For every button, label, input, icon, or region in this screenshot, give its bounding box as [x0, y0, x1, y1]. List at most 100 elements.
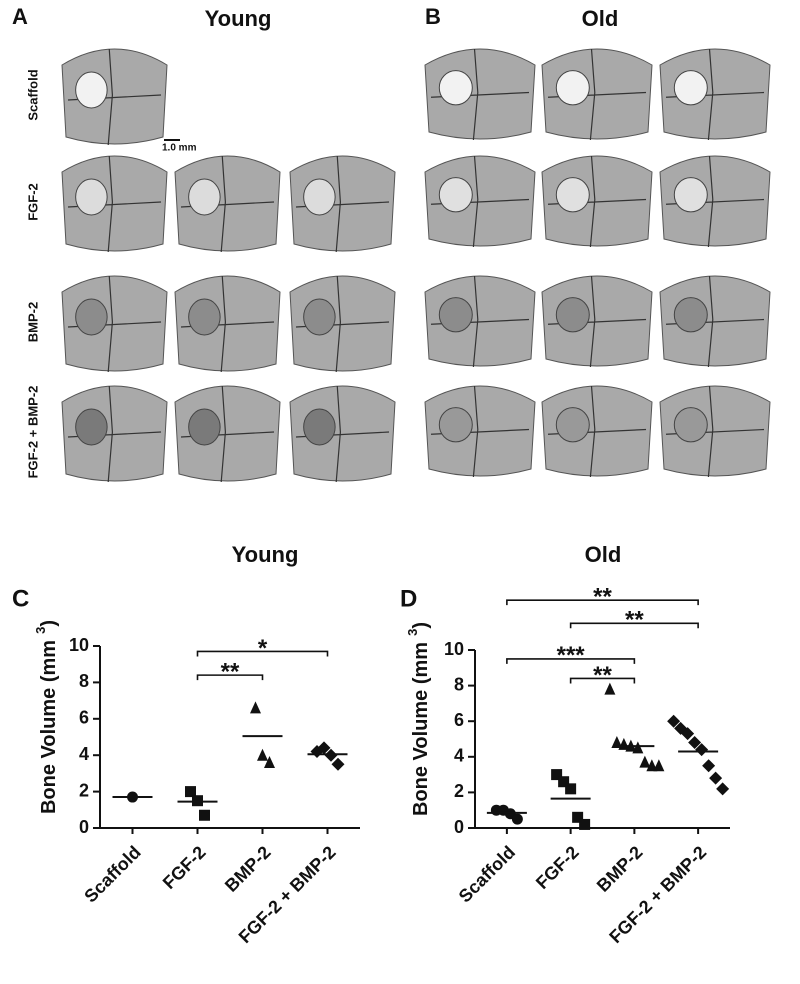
- y-tick-label: 2: [79, 780, 89, 800]
- significance-label: ***: [557, 642, 586, 669]
- y-tick-label: 2: [454, 781, 464, 801]
- y-axis-label-end: ): [38, 620, 60, 627]
- chart-title: Old: [585, 542, 622, 567]
- point: [716, 782, 730, 796]
- ct-image: [424, 48, 536, 141]
- point: [709, 771, 723, 785]
- point: [250, 701, 261, 714]
- defect: [555, 70, 590, 106]
- ct-image: [659, 275, 771, 368]
- y-tick-label: 4: [454, 746, 464, 766]
- ct-image: [61, 48, 168, 146]
- ct-image: [659, 385, 771, 478]
- x-tick-label: Scaffold: [80, 842, 144, 906]
- point: [317, 741, 331, 755]
- defect: [555, 297, 590, 333]
- point: [264, 755, 275, 768]
- y-tick-label: 4: [79, 744, 89, 764]
- point: [558, 776, 570, 788]
- defect: [438, 297, 473, 333]
- defect: [303, 298, 336, 336]
- y-axis-label-end: ): [410, 622, 432, 629]
- panel-title: Young: [205, 6, 272, 31]
- significance-label: **: [221, 658, 240, 685]
- ct-image: [289, 275, 396, 373]
- defect: [75, 298, 108, 336]
- point: [579, 818, 591, 830]
- ct-image: [541, 385, 653, 478]
- point: [185, 786, 196, 798]
- defect: [673, 177, 708, 213]
- ct-image: [174, 385, 281, 483]
- point: [667, 714, 681, 728]
- y-axis-label: Bone Volume (mm 3): [405, 622, 432, 816]
- y-axis-label-text: Bone Volume (mm: [410, 642, 432, 816]
- row-label: BMP-2: [25, 302, 40, 342]
- point: [695, 743, 709, 757]
- defect: [438, 177, 473, 213]
- y-axis-label-sup: 3: [405, 629, 420, 636]
- ct-image: [424, 275, 536, 368]
- defect: [75, 408, 108, 446]
- significance-bracket: [506, 599, 699, 606]
- panel-letter: D: [400, 585, 417, 612]
- defect: [303, 178, 336, 216]
- x-tick-label: BMP-2: [593, 842, 647, 896]
- x-tick-label: Scaffold: [455, 842, 519, 906]
- point: [572, 811, 584, 823]
- point: [199, 809, 210, 821]
- row-label: FGF-2 + BMP-2: [25, 386, 40, 479]
- defect: [555, 177, 590, 213]
- y-tick-label: 6: [79, 708, 89, 728]
- y-axis-label-sup: 3: [33, 627, 48, 634]
- defect: [673, 297, 708, 333]
- defect: [75, 71, 108, 109]
- x-tick-label: FGF-2: [532, 842, 583, 893]
- ct-image: [61, 385, 168, 483]
- ct-image: [61, 155, 168, 253]
- ct-image: [541, 48, 653, 141]
- significance-label: **: [593, 584, 612, 611]
- defect: [75, 178, 108, 216]
- significance-bracket: [569, 622, 699, 629]
- ct-image: [424, 385, 536, 478]
- y-tick-label: 8: [79, 671, 89, 691]
- ct-image: [61, 275, 168, 373]
- ct-image: [174, 155, 281, 253]
- defect: [188, 178, 221, 216]
- panel-letter: A: [12, 4, 28, 29]
- point: [551, 769, 563, 781]
- point: [257, 748, 268, 761]
- ct-image: [289, 155, 396, 253]
- ct-image: [541, 155, 653, 248]
- point: [653, 759, 665, 772]
- y-tick-label: 6: [454, 710, 464, 730]
- chart-title: Young: [232, 542, 299, 567]
- defect: [555, 407, 590, 443]
- defect: [188, 408, 221, 446]
- y-tick-label: 8: [454, 674, 464, 694]
- image-grid: [61, 48, 771, 483]
- ct-image: [659, 48, 771, 141]
- point: [632, 741, 644, 754]
- row-label: FGF-2: [25, 183, 40, 221]
- scale-bar-label: 1.0 mm: [162, 143, 197, 154]
- significance-label: *: [258, 635, 268, 662]
- point: [604, 682, 616, 695]
- ct-image: [424, 155, 536, 248]
- ct-image: [659, 155, 771, 248]
- y-tick-label: 0: [79, 817, 89, 837]
- point: [565, 783, 577, 795]
- ct-image: [289, 385, 396, 483]
- ct-image: [174, 275, 281, 373]
- x-tick-label: BMP-2: [221, 842, 275, 896]
- defect: [188, 298, 221, 336]
- point: [511, 813, 523, 825]
- point: [639, 755, 651, 768]
- y-tick-label: 0: [454, 817, 464, 837]
- significance-label: **: [593, 662, 612, 689]
- y-tick-label: 10: [444, 639, 464, 659]
- significance-bracket: [506, 658, 636, 664]
- significance-bracket: [196, 674, 264, 681]
